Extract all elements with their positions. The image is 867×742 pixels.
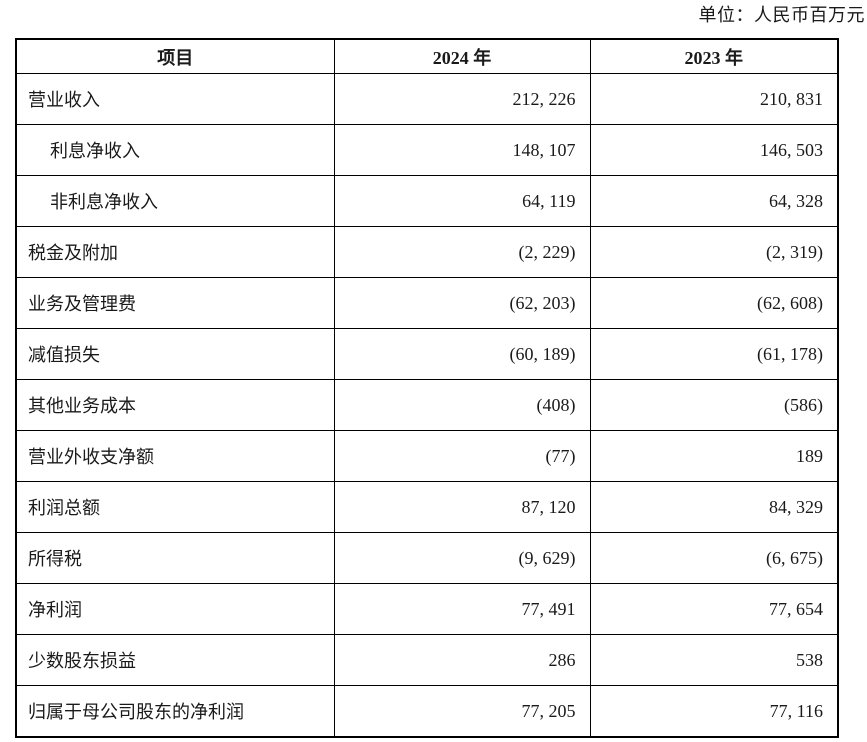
row-value-2024: 148, 107 — [333, 124, 591, 176]
table-row: 其他业务成本 (408) (586) — [15, 379, 839, 431]
row-label: 利润总额 — [15, 481, 335, 533]
row-label: 营业收入 — [15, 73, 335, 125]
unit-note: 单位：人民币百万元 — [698, 5, 865, 25]
row-label: 非利息净收入 — [15, 175, 335, 227]
table-row: 净利润 77, 491 77, 654 — [15, 583, 839, 635]
table-row: 营业外收支净额 (77) 189 — [15, 430, 839, 482]
row-label: 利息净收入 — [15, 124, 335, 176]
col-header-year-2024: 2024 年 — [333, 38, 591, 74]
table-row: 非利息净收入 64, 119 64, 328 — [15, 175, 839, 227]
row-value-2024: (77) — [333, 430, 591, 482]
table-row: 减值损失 (60, 189) (61, 178) — [15, 328, 839, 380]
table-row: 利润总额 87, 120 84, 329 — [15, 481, 839, 533]
table-row: 业务及管理费 (62, 203) (62, 608) — [15, 277, 839, 329]
row-value-2024: (9, 629) — [333, 532, 591, 584]
row-value-2024: 286 — [333, 634, 591, 686]
row-value-2023: (62, 608) — [589, 277, 839, 329]
row-value-2024: (60, 189) — [333, 328, 591, 380]
row-value-2024: 212, 226 — [333, 73, 591, 125]
row-value-2024: (62, 203) — [333, 277, 591, 329]
table-row: 所得税 (9, 629) (6, 675) — [15, 532, 839, 584]
row-label: 所得税 — [15, 532, 335, 584]
row-value-2023: (61, 178) — [589, 328, 839, 380]
row-value-2023: 538 — [589, 634, 839, 686]
row-value-2023: 64, 328 — [589, 175, 839, 227]
row-value-2023: 84, 329 — [589, 481, 839, 533]
row-value-2023: 77, 654 — [589, 583, 839, 635]
row-value-2024: (408) — [333, 379, 591, 431]
row-value-2023: 77, 116 — [589, 685, 839, 738]
row-label: 营业外收支净额 — [15, 430, 335, 482]
table-row: 少数股东损益 286 538 — [15, 634, 839, 686]
header-row: 项目 2024 年 2023 年 — [15, 38, 839, 74]
row-label: 税金及附加 — [15, 226, 335, 278]
row-value-2024: 87, 120 — [333, 481, 591, 533]
col-header-year-2023: 2023 年 — [589, 38, 839, 74]
col-header-item: 项目 — [15, 38, 335, 74]
table-row: 利息净收入 148, 107 146, 503 — [15, 124, 839, 176]
row-value-2023: 146, 503 — [589, 124, 839, 176]
row-label: 其他业务成本 — [15, 379, 335, 431]
row-value-2024: 77, 491 — [333, 583, 591, 635]
table-row: 税金及附加 (2, 229) (2, 319) — [15, 226, 839, 278]
row-value-2024: (2, 229) — [333, 226, 591, 278]
row-value-2024: 64, 119 — [333, 175, 591, 227]
row-value-2023: 189 — [589, 430, 839, 482]
table-row: 归属于母公司股东的净利润 77, 205 77, 116 — [15, 685, 839, 738]
row-value-2023: (6, 675) — [589, 532, 839, 584]
row-label: 减值损失 — [15, 328, 335, 380]
row-label: 归属于母公司股东的净利润 — [15, 685, 335, 738]
row-value-2024: 77, 205 — [333, 685, 591, 738]
row-value-2023: 210, 831 — [589, 73, 839, 125]
row-label: 少数股东损益 — [15, 634, 335, 686]
row-value-2023: (2, 319) — [589, 226, 839, 278]
income-statement-table: 项目 2024 年 2023 年 营业收入 212, 226 210, 831 … — [15, 38, 839, 738]
row-label: 业务及管理费 — [15, 277, 335, 329]
row-value-2023: (586) — [589, 379, 839, 431]
row-label: 净利润 — [15, 583, 335, 635]
table-row: 营业收入 212, 226 210, 831 — [15, 73, 839, 125]
